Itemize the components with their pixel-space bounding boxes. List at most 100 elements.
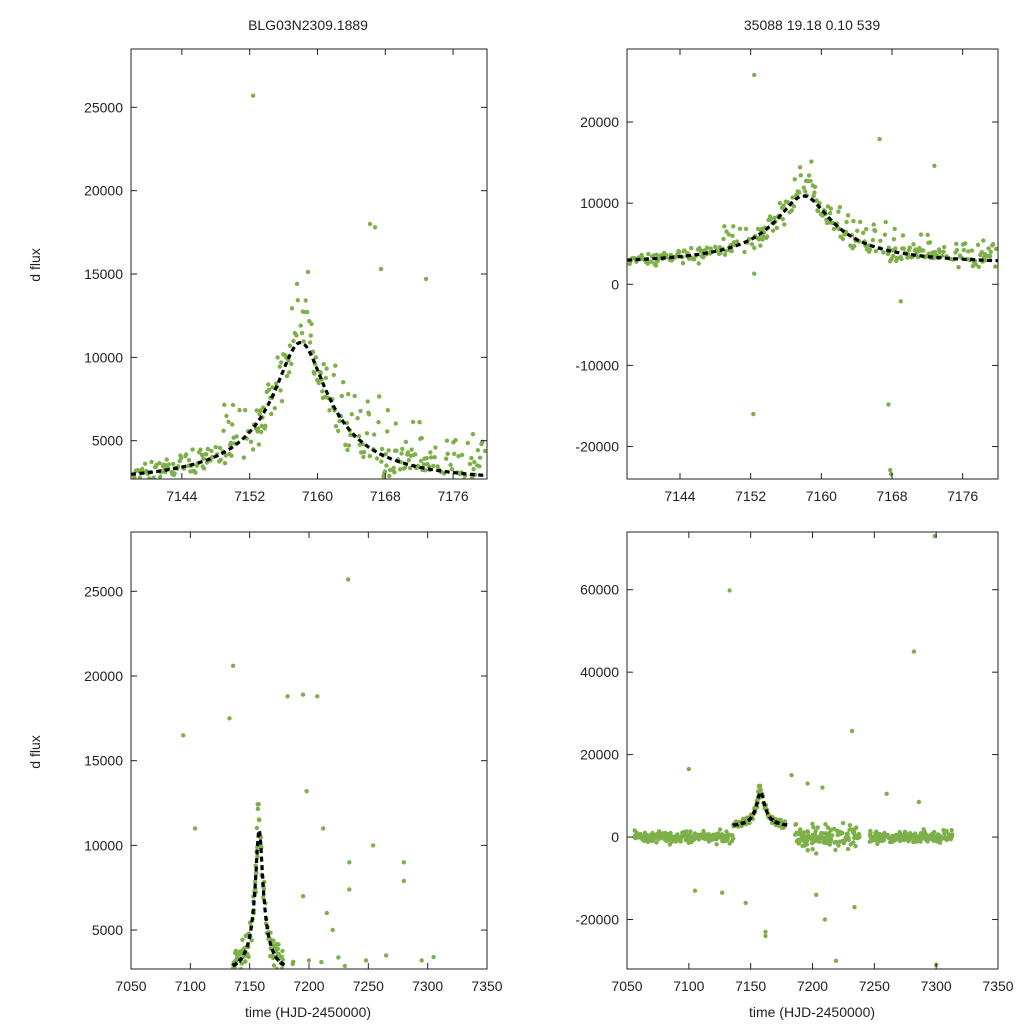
data-point (924, 253, 929, 259)
data-point (751, 411, 756, 417)
data-point (157, 461, 162, 466)
data-point (803, 189, 808, 194)
data-point (723, 248, 728, 254)
data-point (349, 412, 354, 417)
data-point (271, 963, 277, 968)
data-point (250, 447, 256, 452)
data-point (840, 830, 845, 836)
data-point (323, 375, 329, 381)
data-point (758, 243, 763, 248)
y-tick-label: 0 (611, 829, 619, 845)
data-point (898, 299, 903, 304)
data-point (802, 830, 807, 835)
data-point (278, 971, 282, 975)
data-point (294, 333, 299, 338)
data-point (236, 970, 240, 974)
panel-title: 35088 19.18 0.10 539 (744, 17, 880, 33)
data-point (752, 271, 757, 276)
data-point (279, 360, 284, 365)
data-point (255, 806, 261, 812)
data-point (284, 373, 290, 379)
data-point (403, 439, 409, 445)
data-point (937, 249, 942, 255)
data-point (413, 452, 418, 457)
data-point (845, 831, 850, 836)
data-point (213, 444, 218, 450)
x-tick-label: 7152 (735, 488, 766, 504)
data-point (386, 448, 391, 453)
data-point (186, 458, 192, 463)
data-point (257, 411, 262, 417)
data-point (289, 306, 295, 311)
plot-area (632, 533, 955, 968)
panel-top-left: BLG03N2309.1889 d flux 7144 7152 7160 7168 7… (27, 17, 488, 504)
data-point (946, 832, 951, 837)
data-point (976, 264, 981, 270)
data-point (324, 366, 329, 371)
data-point (394, 448, 399, 453)
data-point (305, 309, 310, 315)
data-point (452, 451, 457, 456)
data-point (164, 457, 169, 462)
panel-bottom-left: d flux time (HJD-2450000) 7050 7100 7150 72… (27, 531, 503, 1020)
x-tick-label: 7176 (947, 488, 978, 504)
data-point (248, 439, 254, 444)
data-point (828, 837, 834, 842)
data-point (797, 840, 802, 845)
data-point (224, 413, 229, 419)
data-point (743, 900, 748, 906)
data-point (749, 242, 755, 247)
data-point (309, 321, 314, 327)
data-point (140, 466, 145, 471)
data-point (798, 827, 803, 832)
data-point (892, 226, 897, 232)
data-point (308, 333, 313, 338)
data-point (973, 262, 978, 267)
data-point (228, 440, 233, 446)
data-point (881, 838, 887, 843)
data-point (155, 479, 159, 483)
x-tick-label: 7160 (806, 488, 837, 504)
data-point (424, 455, 429, 461)
data-point (864, 227, 869, 232)
data-point (870, 237, 876, 243)
data-point (780, 217, 785, 222)
data-point (966, 249, 971, 254)
data-point (675, 832, 680, 837)
data-point (276, 951, 281, 957)
data-point (797, 190, 802, 195)
data-point (459, 452, 465, 458)
data-point (358, 408, 363, 414)
data-point (319, 959, 324, 965)
data-point (289, 361, 294, 367)
data-point (318, 370, 324, 376)
data-point (348, 432, 353, 438)
data-point (255, 854, 260, 859)
data-point (689, 245, 694, 251)
data-point (730, 233, 735, 238)
data-point (391, 465, 396, 471)
data-point (275, 355, 280, 360)
data-point (654, 840, 659, 845)
data-point (482, 448, 487, 454)
data-point (798, 173, 803, 178)
data-point (166, 462, 171, 467)
data-point (763, 933, 768, 939)
data-point (823, 822, 828, 827)
data-point (417, 420, 422, 425)
data-point (734, 239, 740, 244)
data-point (833, 958, 839, 963)
data-point (449, 467, 455, 472)
data-point (198, 479, 202, 483)
data-point (899, 256, 904, 262)
data-point (815, 208, 821, 214)
data-point (383, 452, 388, 457)
data-point (849, 728, 855, 734)
data-point (201, 466, 207, 471)
data-point (310, 349, 316, 354)
data-point (321, 826, 326, 831)
x-tick-label: 7168 (370, 488, 401, 504)
data-point (805, 830, 811, 835)
data-point (230, 422, 235, 427)
data-point (347, 887, 352, 892)
